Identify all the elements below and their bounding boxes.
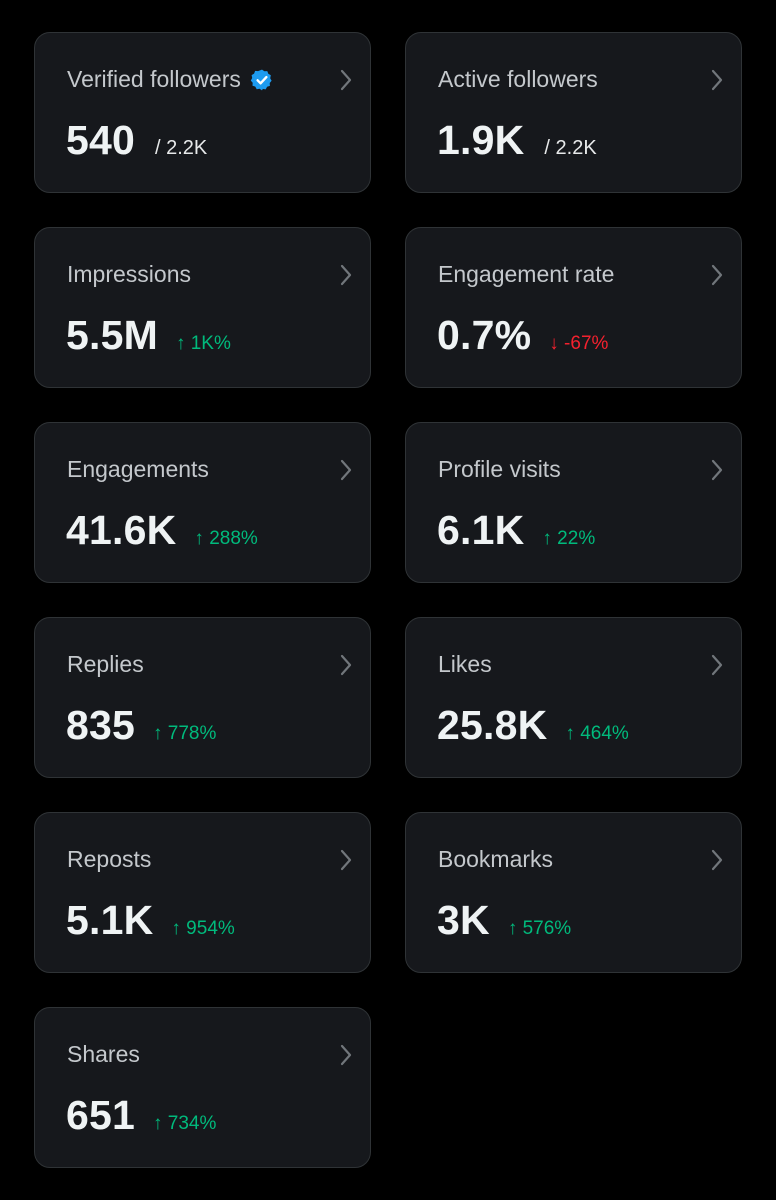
metric-label: Verified followers xyxy=(67,66,241,92)
metric-card-engagements[interactable]: Engagements 41.6K ↑ 288% xyxy=(34,422,371,583)
metric-card-impressions[interactable]: Impressions 5.5M ↑ 1K% xyxy=(34,227,371,388)
metric-label: Active followers xyxy=(438,66,598,92)
metric-value-row: 25.8K ↑ 464% xyxy=(437,702,629,749)
metric-card-profile-visits[interactable]: Profile visits 6.1K ↑ 22% xyxy=(405,422,742,583)
metric-label: Shares xyxy=(67,1041,140,1067)
metric-change: ↑ 734% xyxy=(153,1113,217,1134)
metric-value: 1.9K xyxy=(437,117,525,163)
metric-value-row: 651 ↑ 734% xyxy=(66,1092,216,1139)
metric-change: ↑ 288% xyxy=(194,528,258,549)
metric-label: Bookmarks xyxy=(438,846,554,872)
metric-value: 6.1K xyxy=(437,507,525,553)
metric-card-likes[interactable]: Likes 25.8K ↑ 464% xyxy=(405,617,742,778)
metric-card-active-followers[interactable]: Active followers 1.9K / 2.2K xyxy=(405,32,742,193)
metric-value: 41.6K xyxy=(66,507,177,553)
metric-label: Engagements xyxy=(67,456,209,482)
metric-label: Reposts xyxy=(67,846,152,872)
chevron-right-icon xyxy=(340,69,352,91)
metric-change: ↑ 778% xyxy=(153,723,217,744)
chevron-right-icon xyxy=(340,654,352,676)
metric-value: 3K xyxy=(437,897,490,943)
metric-change: ↑ 1K% xyxy=(175,333,231,354)
metric-value: 835 xyxy=(66,702,136,748)
metric-value-row: 3K ↑ 576% xyxy=(437,897,571,944)
metric-change: ↑ 464% xyxy=(565,723,629,744)
metric-value-row: 5.1K ↑ 954% xyxy=(66,897,235,944)
chevron-right-icon xyxy=(711,459,723,481)
metric-change: ↑ 22% xyxy=(542,528,596,549)
chevron-right-icon xyxy=(340,849,352,871)
chevron-right-icon xyxy=(340,459,352,481)
metric-card-bookmarks[interactable]: Bookmarks 3K ↑ 576% xyxy=(405,812,742,973)
metric-label: Impressions xyxy=(67,261,191,287)
metric-value: 5.1K xyxy=(66,897,154,943)
metric-label: Replies xyxy=(67,651,144,677)
chevron-right-icon xyxy=(340,264,352,286)
metric-value: 5.5M xyxy=(66,312,158,358)
metric-card-verified-followers[interactable]: Verified followers 540 / 2.2K xyxy=(34,32,371,193)
metric-total: / 2.2K xyxy=(155,137,208,159)
metric-change: ↑ 954% xyxy=(171,918,235,939)
metric-value-row: 41.6K ↑ 288% xyxy=(66,507,258,554)
metric-label: Profile visits xyxy=(438,456,561,482)
metric-change: ↓ -67% xyxy=(549,333,609,354)
metric-value-row: 835 ↑ 778% xyxy=(66,702,216,749)
chevron-right-icon xyxy=(711,849,723,871)
metric-card-engagement-rate[interactable]: Engagement rate 0.7% ↓ -67% xyxy=(405,227,742,388)
chevron-right-icon xyxy=(711,654,723,676)
metric-value-row: 1.9K / 2.2K xyxy=(437,117,597,164)
metric-value-row: 0.7% ↓ -67% xyxy=(437,312,608,359)
metric-value-row: 540 / 2.2K xyxy=(66,117,207,164)
metric-card-shares[interactable]: Shares 651 ↑ 734% xyxy=(34,1007,371,1168)
metric-label: Likes xyxy=(438,651,492,677)
metric-value: 0.7% xyxy=(437,312,532,358)
metric-label-container: Verified followers xyxy=(67,66,274,93)
chevron-right-icon xyxy=(711,264,723,286)
metric-value: 651 xyxy=(66,1092,136,1138)
chevron-right-icon xyxy=(711,69,723,91)
metric-value: 25.8K xyxy=(437,702,548,748)
metric-change: ↑ 576% xyxy=(507,918,572,939)
metric-total: / 2.2K xyxy=(544,137,597,159)
metric-card-reposts[interactable]: Reposts 5.1K ↑ 954% xyxy=(34,812,371,973)
metric-label: Engagement rate xyxy=(438,261,615,287)
chevron-right-icon xyxy=(340,1044,352,1066)
verified-badge-icon xyxy=(250,69,272,90)
metric-card-replies[interactable]: Replies 835 ↑ 778% xyxy=(34,617,371,778)
metric-value-row: 6.1K ↑ 22% xyxy=(437,507,595,554)
metric-value: 540 xyxy=(66,117,136,163)
metric-value-row: 5.5M ↑ 1K% xyxy=(66,312,231,359)
